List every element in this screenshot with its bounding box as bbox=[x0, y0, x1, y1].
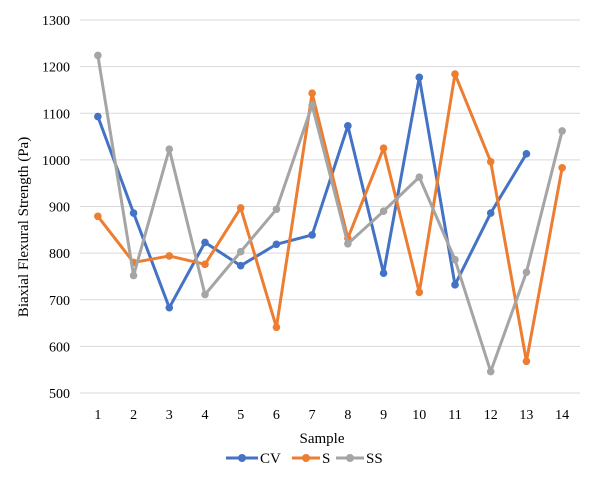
legend-swatch-marker bbox=[302, 454, 310, 462]
data-point bbox=[486, 367, 495, 376]
data-point bbox=[308, 231, 316, 239]
legend: CV S SS bbox=[226, 451, 383, 467]
data-point bbox=[236, 204, 245, 212]
x-tick-label: 9 bbox=[380, 408, 387, 423]
data-point bbox=[344, 240, 352, 248]
data-point bbox=[272, 240, 281, 249]
legend-item-cv: CV bbox=[226, 451, 281, 467]
data-point bbox=[379, 269, 388, 277]
legend-label: CV bbox=[260, 451, 281, 467]
x-tick-label: 11 bbox=[448, 408, 461, 423]
data-point bbox=[558, 164, 566, 172]
x-tick-label: 2 bbox=[130, 408, 137, 423]
x-tick-label: 8 bbox=[344, 408, 351, 423]
data-point bbox=[165, 145, 174, 153]
x-tick-label: 6 bbox=[273, 408, 280, 423]
data-point bbox=[165, 252, 174, 260]
x-tick-labels: 1 2 3 4 5 6 7 8 9 10 11 12 13 14 bbox=[94, 408, 569, 423]
data-point bbox=[165, 303, 174, 312]
x-tick-label: 3 bbox=[166, 408, 173, 423]
x-tick-label: 10 bbox=[412, 408, 426, 423]
legend-swatch-marker bbox=[238, 454, 246, 462]
y-tick-label: 1300 bbox=[42, 14, 70, 29]
y-axis-title: Biaxial Flexural Strength (Pa) bbox=[16, 137, 32, 317]
series-ss bbox=[94, 51, 566, 376]
data-point bbox=[344, 122, 352, 130]
series-line bbox=[96, 72, 564, 363]
data-point bbox=[415, 288, 424, 297]
data-point bbox=[129, 271, 138, 280]
gridlines bbox=[80, 19, 580, 394]
data-point bbox=[308, 101, 316, 110]
data-point bbox=[94, 51, 102, 60]
y-tick-label: 1000 bbox=[42, 154, 70, 169]
data-point bbox=[522, 268, 531, 277]
data-point bbox=[451, 281, 459, 289]
x-tick-label: 12 bbox=[484, 408, 498, 423]
y-tick-label: 600 bbox=[49, 340, 70, 355]
y-tick-label: 900 bbox=[49, 201, 70, 216]
series-cv bbox=[94, 73, 531, 312]
data-point bbox=[558, 127, 566, 135]
legend-label: S bbox=[322, 451, 330, 467]
data-point bbox=[379, 144, 388, 153]
y-tick-label: 700 bbox=[49, 294, 70, 309]
data-point bbox=[94, 212, 102, 221]
data-point bbox=[129, 209, 138, 217]
data-point bbox=[201, 260, 209, 269]
data-point bbox=[272, 205, 281, 214]
legend-item-ss: SS bbox=[336, 451, 383, 467]
data-point bbox=[451, 70, 459, 78]
x-tick-label: 4 bbox=[202, 408, 209, 423]
data-point bbox=[201, 290, 209, 299]
y-tick-label: 800 bbox=[49, 247, 70, 262]
data-point bbox=[451, 255, 459, 264]
data-point bbox=[522, 357, 531, 366]
x-tick-label: 7 bbox=[309, 408, 316, 423]
series-s bbox=[94, 70, 566, 366]
data-point bbox=[236, 247, 245, 256]
series-line bbox=[96, 75, 528, 310]
x-tick-label: 5 bbox=[237, 408, 244, 423]
data-point bbox=[308, 89, 316, 98]
data-point bbox=[522, 150, 531, 158]
data-point bbox=[486, 209, 495, 217]
data-point bbox=[379, 207, 388, 215]
series-line bbox=[96, 55, 564, 374]
legend-label: SS bbox=[366, 451, 383, 467]
y-tick-label: 500 bbox=[49, 387, 70, 402]
y-tick-label: 1200 bbox=[42, 61, 70, 76]
y-tick-labels: 500 600 700 800 900 1000 1100 1200 1300 bbox=[42, 14, 70, 402]
x-tick-label: 13 bbox=[519, 408, 533, 423]
data-point bbox=[94, 112, 102, 121]
data-point bbox=[272, 323, 281, 332]
data-point bbox=[415, 73, 424, 82]
x-tick-label: 14 bbox=[555, 408, 569, 423]
y-tick-label: 1100 bbox=[43, 107, 70, 122]
data-point bbox=[201, 238, 209, 247]
legend-item-s: S bbox=[292, 451, 330, 467]
x-axis-title: Sample bbox=[300, 431, 345, 447]
x-tick-label: 1 bbox=[94, 408, 101, 423]
data-point bbox=[415, 173, 424, 181]
series-lines bbox=[94, 51, 566, 376]
legend-swatch-marker bbox=[346, 454, 354, 462]
data-point bbox=[486, 157, 495, 166]
data-point bbox=[236, 261, 245, 270]
